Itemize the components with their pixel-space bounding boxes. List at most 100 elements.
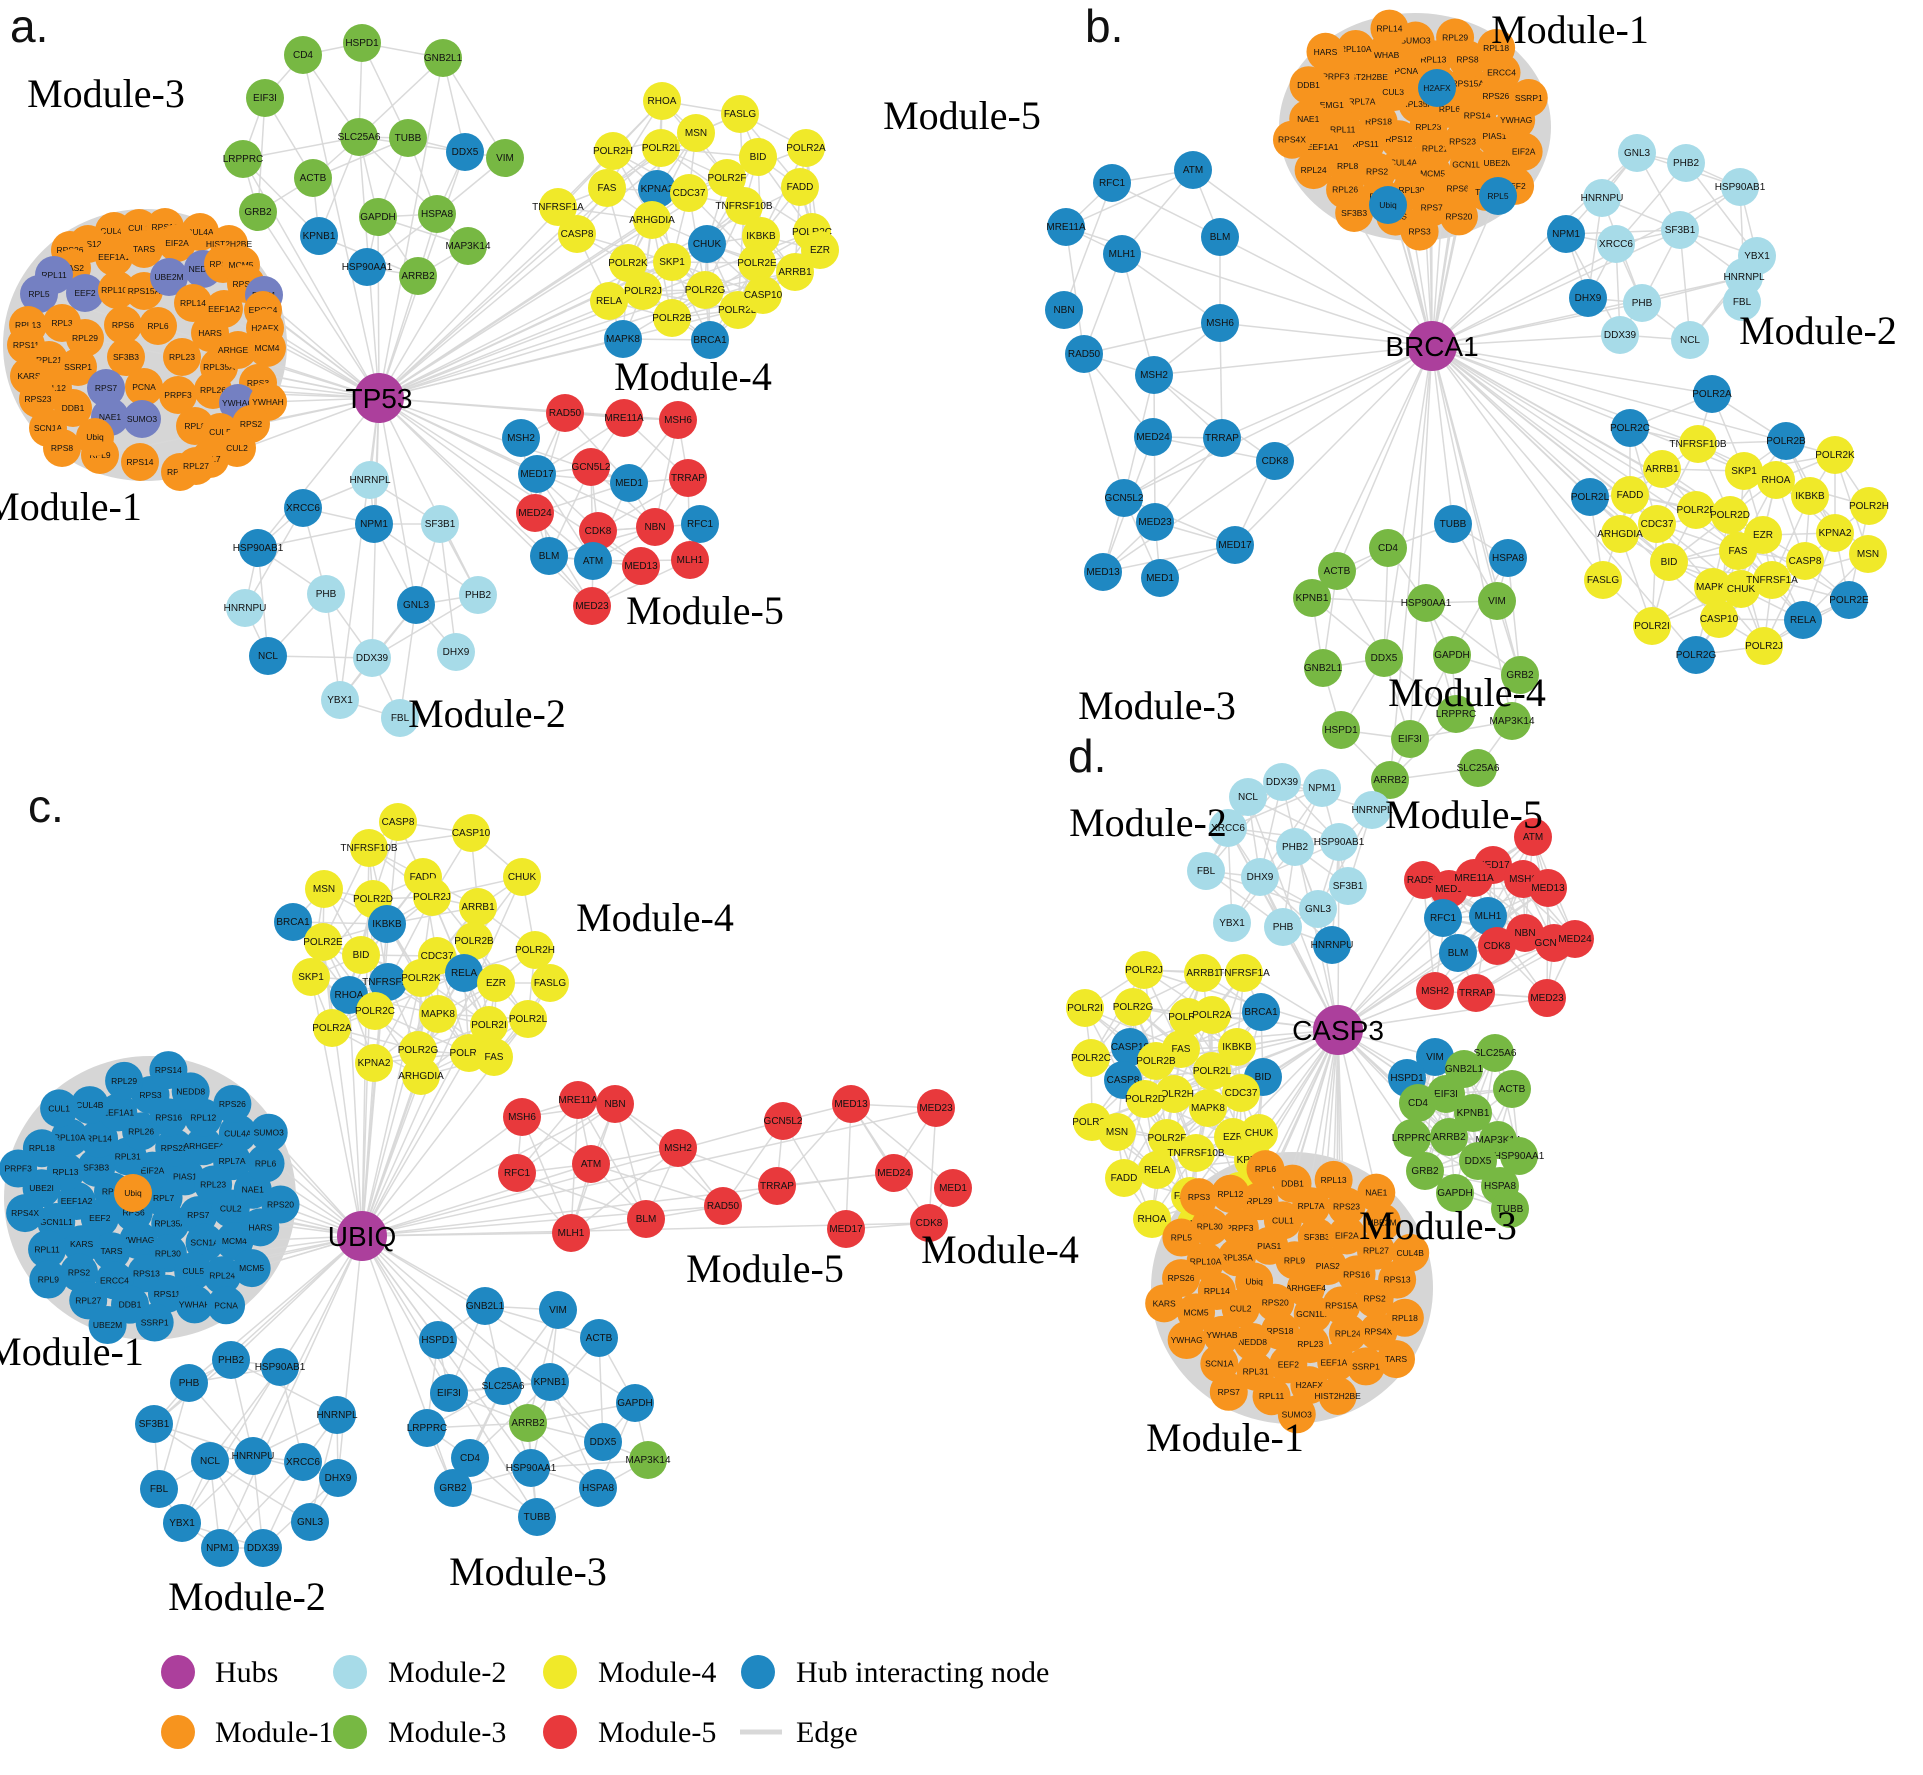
node-label-RPL9: RPL9 — [1284, 1255, 1306, 1265]
node-label-NAE1: NAE1 — [1365, 1188, 1387, 1198]
node-label-SLC25A6: SLC25A6 — [1457, 763, 1500, 774]
module-label-c-module-3: Module-3 — [449, 1549, 607, 1594]
hub-CASP3: CASP3 — [1292, 1005, 1384, 1055]
node-HARS: HARS — [1306, 32, 1345, 71]
node-FAS: FAS — [475, 1038, 513, 1076]
node-label-RFC1: RFC1 — [1430, 913, 1457, 924]
node-SLC25A6: SLC25A6 — [1474, 1034, 1517, 1072]
node-label-TNFRSF1A: TNFRSF1A — [362, 977, 414, 988]
node-SF3B1: SF3B1 — [1661, 211, 1699, 249]
node-label-ARRB2: ARRB2 — [511, 1418, 545, 1429]
node-label-HARS: HARS — [1314, 47, 1338, 57]
node-BID: BID — [342, 936, 380, 974]
node-HNRNPU: HNRNPU — [1311, 926, 1353, 964]
panel-letter-b: b. — [1085, 0, 1123, 52]
node-label-YBX1: YBX1 — [169, 1518, 195, 1529]
node-GNL3: GNL3 — [1618, 134, 1656, 172]
node-POLR2K: POLR2K — [1815, 436, 1855, 474]
node-MED24: MED24 — [875, 1154, 913, 1192]
node-label-POLR2D: POLR2D — [1125, 1094, 1165, 1105]
node-label-ERCC4: ERCC4 — [100, 1275, 129, 1285]
node-PHB: PHB — [170, 1364, 208, 1402]
node-TRRAP: TRRAP — [669, 459, 707, 497]
node-NCL: NCL — [249, 637, 287, 675]
node-label-SLC25A6: SLC25A6 — [338, 132, 381, 143]
node-label-MLH1: MLH1 — [1109, 249, 1136, 260]
node-label-KPNA2: KPNA2 — [1819, 528, 1852, 539]
node-label-RPL13: RPL13 — [1420, 54, 1446, 64]
node-label-POLR2H: POLR2H — [593, 146, 633, 157]
node-label-SF3B3: SF3B3 — [113, 352, 139, 362]
node-label-POLR2C: POLR2C — [1071, 1053, 1111, 1064]
node-POLR2I: POLR2I — [470, 1006, 508, 1044]
legend-label: Hubs — [215, 1656, 278, 1689]
node-label-CDK8: CDK8 — [916, 1218, 943, 1229]
node-HSPD1: HSPD1 — [343, 24, 381, 62]
node-label-CHUK: CHUK — [508, 872, 537, 883]
node-SF3B1: SF3B1 — [1329, 867, 1367, 905]
node-label-HNRNPU: HNRNPU — [1581, 193, 1624, 204]
node-label-EZR: EZR — [810, 245, 830, 256]
node-RPL18: RPL18 — [1385, 1298, 1424, 1337]
node-label-DHX9: DHX9 — [325, 1473, 352, 1484]
node-label-CASP10: CASP10 — [452, 828, 491, 839]
node-label-RAD50: RAD50 — [1068, 349, 1101, 360]
node-label-EEF2: EEF2 — [1278, 1359, 1300, 1369]
node-label-RPL35A: RPL35A — [154, 1219, 186, 1229]
node-label-RPL9: RPL9 — [38, 1275, 60, 1285]
node-label-MLH1: MLH1 — [558, 1228, 585, 1239]
node-label-GCN5L2: GCN5L2 — [764, 1116, 803, 1127]
node-label-KPNA2: KPNA2 — [641, 184, 674, 195]
node-EIF2A: EIF2A — [1327, 1216, 1366, 1255]
node-label-RPS23: RPS23 — [1449, 136, 1476, 146]
node-BID: BID — [1650, 543, 1688, 581]
node-label-MED17: MED17 — [829, 1224, 863, 1235]
node-label-HSP90AA1: HSP90AA1 — [1401, 598, 1452, 609]
node-RPL14: RPL14 — [80, 1119, 119, 1158]
node-label-YWHAG: YWHAG — [222, 398, 254, 408]
node-label-NPM1: NPM1 — [206, 1543, 234, 1554]
node-label-NPM1: NPM1 — [1308, 783, 1336, 794]
node-label-KPNA2: KPNA2 — [358, 1058, 391, 1069]
node-label-ATM: ATM — [1523, 832, 1543, 843]
node-CDC37: CDC37 — [670, 174, 708, 212]
node-label-MED23: MED23 — [1138, 517, 1172, 528]
node-label-MAP3K14: MAP3K14 — [625, 1455, 670, 1466]
node-KPNA2: KPNA2 — [638, 170, 676, 208]
node-label-YWHAG: YWHAG — [1500, 115, 1532, 125]
node-POLR2C: POLR2C — [1610, 409, 1650, 447]
node-MSH2: MSH2 — [659, 1129, 697, 1167]
node-FAS: FAS — [588, 169, 626, 207]
node-label-ARRB2: ARRB2 — [1373, 775, 1407, 786]
node-label-ARHGDIA: ARHGDIA — [398, 1071, 444, 1082]
node-ATM: ATM — [572, 1145, 610, 1183]
node-ARHGEF4: ARHGEF4 — [218, 331, 258, 369]
node-label-RPL23: RPL23 — [169, 352, 195, 362]
node-Ubiq: Ubiq — [76, 418, 114, 456]
node-label-GNL3: GNL3 — [403, 600, 430, 611]
node-label-POLR2A: POLR2A — [1692, 389, 1732, 400]
node-label-POLR2K: POLR2K — [401, 973, 441, 984]
node-label-HNRNPU: HNRNPU — [224, 603, 267, 614]
node-POLR2B: POLR2B — [1136, 1042, 1176, 1080]
node-label-NEDD8: NEDD8 — [189, 264, 218, 274]
node-label-CDK8: CDK8 — [585, 526, 612, 537]
node-label-RPS2: RPS2 — [68, 1268, 90, 1278]
panel-letter-a: a. — [10, 0, 48, 52]
node-YWHAB: YWHAB — [1203, 1315, 1242, 1354]
node-label-ARRB1: ARRB1 — [1645, 464, 1679, 475]
node-TRRAP: TRRAP — [1457, 974, 1495, 1012]
node-label-POLR2L: POLR2L — [509, 1014, 548, 1025]
node-CASP10: CASP10 — [452, 814, 491, 852]
node-RPS8: RPS8 — [43, 429, 81, 467]
node-label-POLR2J: POLR2J — [1125, 965, 1163, 976]
node-label-POLR2K: POLR2K — [1168, 1012, 1208, 1023]
node-RPL5: RPL5 — [20, 275, 58, 313]
module-label-b-module-1: Module-1 — [1491, 7, 1649, 52]
node-POLR2E: POLR2E — [1829, 581, 1869, 619]
node-label-NEDD8: NEDD8 — [1238, 1337, 1267, 1347]
legend-swatch-blue — [741, 1655, 775, 1689]
module-label-d-module-3: Module-3 — [1359, 1203, 1517, 1248]
node-RAD50: RAD50 — [704, 1187, 742, 1225]
node-label-RPL5: RPL5 — [1487, 191, 1509, 201]
